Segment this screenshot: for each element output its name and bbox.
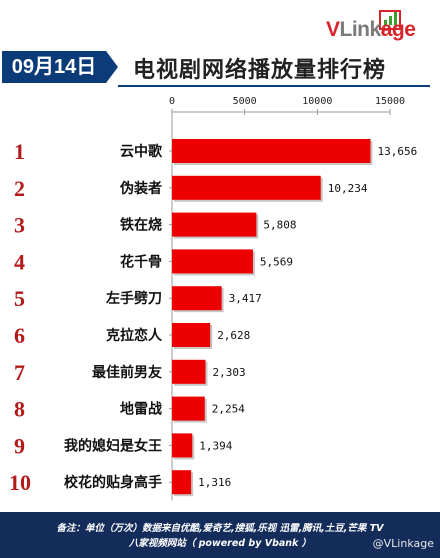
- rank-number: 5: [14, 286, 25, 311]
- logo-text: VLinkage: [326, 18, 416, 41]
- bar: [172, 175, 321, 200]
- category-label: 铁在烧: [120, 217, 162, 234]
- vlinkage-logo: VLinkage: [326, 10, 432, 50]
- category-label: 校花的贴身高手: [64, 474, 162, 491]
- rank-number: 6: [14, 323, 25, 348]
- bar: [172, 470, 192, 495]
- value-label: 10,234: [328, 182, 368, 195]
- rank-number: 3: [14, 213, 25, 238]
- value-label: 2,303: [212, 366, 245, 379]
- rank-number: 10: [9, 470, 31, 495]
- x-tick-label: 10000: [302, 96, 332, 107]
- bar: [172, 212, 257, 237]
- x-tick-label: 0: [169, 96, 175, 107]
- rank-number: 9: [14, 433, 25, 458]
- category-label: 花千骨: [120, 253, 162, 270]
- footer: 备注：单位（万次）数据来自优酷,爱奇艺,搜狐,乐视 迅雷,腾讯,土豆,芒果 TV…: [0, 512, 440, 558]
- rank-number: 1: [14, 139, 25, 164]
- value-label: 5,808: [263, 219, 296, 232]
- value-label: 3,417: [229, 292, 262, 305]
- x-tick-label: 5000: [233, 96, 257, 107]
- bar: [172, 359, 206, 384]
- bar: [172, 139, 371, 163]
- value-label: 2,254: [212, 403, 245, 416]
- value-label: 13,656: [377, 145, 417, 158]
- rank-number: 4: [14, 249, 25, 274]
- value-label: 2,628: [217, 329, 250, 342]
- value-label: 5,569: [260, 255, 293, 268]
- category-label: 地雷战: [120, 401, 162, 418]
- rank-number: 7: [14, 360, 25, 385]
- bar: [172, 286, 222, 311]
- bar: [172, 323, 211, 347]
- category-label: 克拉恋人: [106, 327, 163, 344]
- category-label: 伪装者: [119, 180, 162, 197]
- rank-number: 2: [14, 176, 25, 201]
- footer-note: 备注：单位（万次）数据来自优酷,爱奇艺,搜狐,乐视 迅雷,腾讯,土豆,芒果 TV: [56, 523, 384, 534]
- category-label: 最佳前男友: [92, 364, 162, 381]
- date-badge: 09月14日: [2, 51, 118, 83]
- x-tick-label: 15000: [375, 96, 405, 107]
- value-label: 1,394: [199, 439, 232, 452]
- category-label: 左手劈刀: [105, 290, 162, 307]
- footer-source: 八家视频网站（ powered by Vbank ）: [128, 538, 312, 549]
- value-label: 1,316: [198, 476, 231, 489]
- bar: [172, 249, 253, 274]
- title-underline: [118, 85, 430, 87]
- bar-chart: 0 5000 10000 15000 1 云中歌 13,656 2 伪装者 10,234 3 铁在烧 5…: [9, 96, 417, 501]
- bar: [172, 396, 205, 421]
- bar: [172, 433, 193, 458]
- logo-chart-icon: [379, 10, 401, 30]
- category-label: 云中歌: [120, 143, 163, 160]
- watermark: @VLinkage: [372, 537, 434, 550]
- rank-number: 8: [14, 397, 25, 422]
- category-label: 我的媳妇是女王: [64, 437, 162, 454]
- chart-title: 电视剧网络播放量排行榜: [133, 58, 387, 83]
